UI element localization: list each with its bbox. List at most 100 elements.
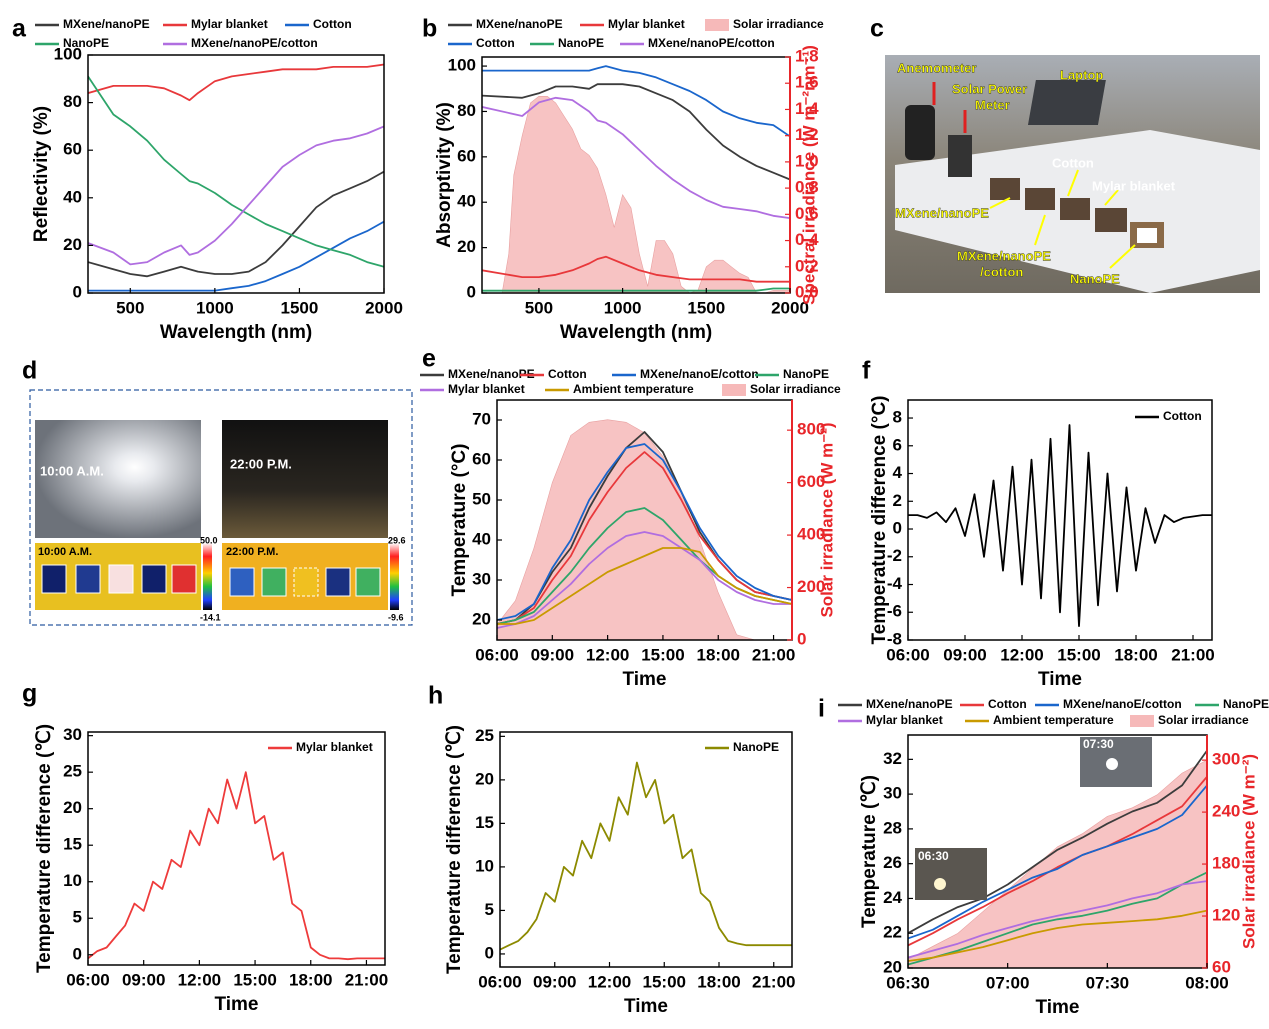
- thermal-sample: [141, 564, 167, 594]
- y2-tick-label: 1.0: [795, 151, 819, 170]
- panel-label: g: [22, 680, 37, 708]
- chart-h: 06:00 09:00 12:00 15:00 18:00 21:00 0 5 10 15 20 25…: [428, 682, 795, 1017]
- day-photo: [35, 420, 201, 538]
- y-tick-label: 28: [883, 818, 902, 837]
- y2-tick-label: 1.8: [795, 46, 819, 65]
- x-tick-label: 1000: [604, 298, 642, 317]
- y-tick-label: 80: [457, 101, 476, 120]
- y-tick-label: 10: [63, 871, 82, 890]
- legend-label: Cotton: [313, 17, 352, 31]
- y2-tick-label: 0.0: [795, 282, 819, 301]
- thermal-sample: [325, 567, 351, 597]
- sun: [1106, 758, 1118, 770]
- y-tick-label: -8: [887, 629, 902, 648]
- y-tick-label: 2: [893, 491, 902, 510]
- legend-label: Solar irradiance: [1158, 713, 1249, 727]
- x-tick-label: 21:00: [1171, 645, 1214, 664]
- y2-tick-label: 300: [1212, 750, 1240, 769]
- x-axis-title: Time: [624, 996, 668, 1017]
- y2-tick-label: 600: [797, 472, 825, 491]
- laptop: [1027, 80, 1106, 125]
- inset-photo: [915, 848, 987, 900]
- panel-label: d: [22, 357, 37, 385]
- x-tick-label: 06:00: [66, 970, 109, 989]
- y-tick-label: 4: [893, 463, 903, 482]
- x-tick-label: 1500: [687, 298, 725, 317]
- x-tick-label: 21:00: [752, 645, 795, 664]
- photo-label: NanoPE: [1070, 271, 1120, 286]
- arrow: [1067, 169, 1079, 197]
- line: [88, 63, 384, 102]
- photo-c: Anemometer Solar Power Meter Laptop Cott…: [885, 55, 1260, 293]
- line: [497, 443, 792, 621]
- y-tick-label: 100: [448, 56, 476, 75]
- line: [482, 96, 790, 219]
- y2-tick-label: 240: [1212, 802, 1240, 821]
- photo-label: 22:00 P.M.: [226, 546, 278, 558]
- sun: [934, 878, 946, 890]
- area: [501, 96, 790, 293]
- photo-label: 10:00 A.M.: [40, 463, 104, 478]
- y-tick-label: 0: [73, 282, 82, 301]
- x-tick-label: 09:00: [943, 645, 986, 664]
- y-axis-title: Temperature difference (°C): [869, 395, 890, 644]
- y-tick-label: 60: [457, 146, 476, 165]
- y2-tick-label: 0: [797, 629, 806, 648]
- legend-label: Ambient temperature: [573, 382, 694, 396]
- photo-label: /cotton: [980, 264, 1023, 279]
- y-tick-label: 0: [467, 282, 476, 301]
- line: [908, 750, 1207, 934]
- legend-label: Solar irradiance: [733, 17, 824, 31]
- panel-label: c: [870, 15, 884, 43]
- thermal-sample: [41, 564, 67, 594]
- y-tick-label: 40: [457, 192, 476, 211]
- y2-tick-label: 1.6: [795, 73, 819, 92]
- y-tick-label: 5: [73, 908, 82, 927]
- line: [482, 65, 790, 138]
- chart-g: 06:00 09:00 12:00 15:00 18:00 21:00 0 5 10 15 20 25…: [22, 680, 388, 1015]
- y2-tick-label: 1.4: [795, 99, 819, 118]
- scale-label: -9.6: [388, 612, 404, 622]
- legend-label: NanoPE: [1223, 697, 1269, 711]
- legend-label: Cotton: [1163, 409, 1202, 423]
- power-meter: [948, 135, 972, 177]
- y-tick-label: 6: [893, 435, 902, 454]
- legend-label: MXene/nanoPE: [63, 17, 150, 31]
- y-tick-label: 15: [475, 813, 494, 832]
- thermal-sample: [171, 564, 197, 594]
- y2-tick-label: 200: [797, 577, 825, 596]
- colorbar: [390, 543, 399, 610]
- scale-label: 29.6: [388, 535, 406, 545]
- line: [88, 170, 384, 278]
- y-tick-label: 30: [63, 725, 82, 744]
- x-tick-label: 07:30: [1086, 973, 1129, 992]
- sample-window: [1137, 228, 1157, 243]
- arrow: [1034, 214, 1046, 246]
- line: [497, 451, 792, 625]
- x-axis-title: Time: [1035, 997, 1079, 1018]
- photo-label: Mylar blanket: [1092, 178, 1176, 193]
- panel-label: e: [422, 345, 436, 373]
- x-tick-label: 12:00: [586, 645, 629, 664]
- y-axis-title: Reflectivity (%): [31, 106, 52, 242]
- y-axis-title: Temperature (°C): [449, 444, 470, 597]
- legend-label: MXene/nanoPE/cotton: [648, 36, 775, 50]
- y2-tick-label: 0.2: [795, 256, 819, 275]
- y2-tick-label: 0.8: [795, 178, 819, 197]
- photo-label: Solar Power: [952, 81, 1027, 96]
- legend-label: Mylar blanket: [608, 17, 685, 31]
- line: [497, 547, 792, 625]
- y-tick-label: 22: [883, 923, 902, 942]
- y2-tick-label: 180: [1212, 854, 1240, 873]
- sample: [1025, 188, 1055, 210]
- y-tick-label: 0: [73, 944, 82, 963]
- line: [88, 220, 384, 292]
- anemometer: [905, 105, 935, 160]
- legend-label: Mylar blanket: [448, 382, 525, 396]
- y-tick-label: 20: [475, 769, 494, 788]
- legend-label: Solar irradiance: [750, 382, 841, 396]
- night-photo: [222, 420, 388, 538]
- y-tick-label: 30: [472, 569, 491, 588]
- x-tick-label: 500: [116, 298, 144, 317]
